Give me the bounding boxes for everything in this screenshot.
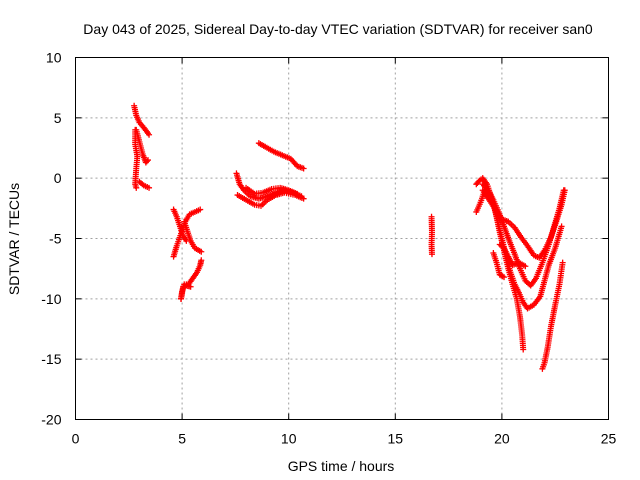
series-arc3d xyxy=(255,140,307,172)
series-arc5f xyxy=(490,249,508,281)
series-arc4 xyxy=(428,213,435,258)
data-point xyxy=(198,257,205,264)
y-tick-label: 5 xyxy=(54,110,62,126)
data-point xyxy=(146,131,153,138)
series-arc1c xyxy=(133,126,151,166)
series-arc2a xyxy=(170,206,190,244)
x-axis-label: GPS time / hours xyxy=(288,458,395,474)
x-tick-labels: 0 5 10 15 20 25 xyxy=(72,431,617,447)
y-tick-labels: -20 -15 -10 -5 0 5 10 xyxy=(41,50,61,428)
data-points xyxy=(131,102,568,372)
data-point xyxy=(300,165,307,172)
data-point xyxy=(294,190,301,197)
series-arc3b xyxy=(234,189,307,209)
data-point xyxy=(143,158,150,165)
y-tick-label: -15 xyxy=(41,351,61,367)
x-tick-label: 15 xyxy=(388,431,404,447)
series-arc3c xyxy=(243,184,301,197)
y-tick-label: -10 xyxy=(41,291,61,307)
x-tick-label: 25 xyxy=(601,431,617,447)
data-point xyxy=(144,157,151,164)
series-arc2c xyxy=(181,218,205,255)
data-point xyxy=(133,184,140,191)
y-axis-label: SDTVAR / TECUs xyxy=(6,183,22,295)
y-tick-label: -5 xyxy=(49,231,62,247)
x-tick-label: 0 xyxy=(72,431,80,447)
x-tick-label: 5 xyxy=(178,431,186,447)
data-point xyxy=(187,283,194,290)
series-arc5e xyxy=(496,241,529,270)
data-point xyxy=(197,206,204,213)
y-tick-label: -20 xyxy=(41,412,61,428)
data-point xyxy=(300,195,307,202)
data-point xyxy=(561,187,568,194)
series-arc5d xyxy=(479,187,568,261)
data-point xyxy=(558,223,565,230)
y-tick-label: 10 xyxy=(46,50,62,66)
axis-ticks xyxy=(75,57,609,420)
series-arc2e xyxy=(178,282,194,302)
chart-title: Day 043 of 2025, Sidereal Day-to-day VTE… xyxy=(83,21,593,37)
series-arc1d xyxy=(136,178,153,191)
grid-lines xyxy=(75,57,609,420)
data-point xyxy=(559,259,566,266)
data-point xyxy=(198,248,205,255)
data-point xyxy=(520,346,527,353)
data-point xyxy=(146,184,153,191)
data-point xyxy=(428,251,435,258)
series-arc1a xyxy=(131,102,153,138)
data-point xyxy=(501,274,508,281)
x-tick-label: 10 xyxy=(281,431,297,447)
y-tick-label: 0 xyxy=(54,170,62,186)
data-point xyxy=(522,263,529,270)
series-arc5g xyxy=(539,259,566,372)
x-tick-label: 20 xyxy=(494,431,510,447)
